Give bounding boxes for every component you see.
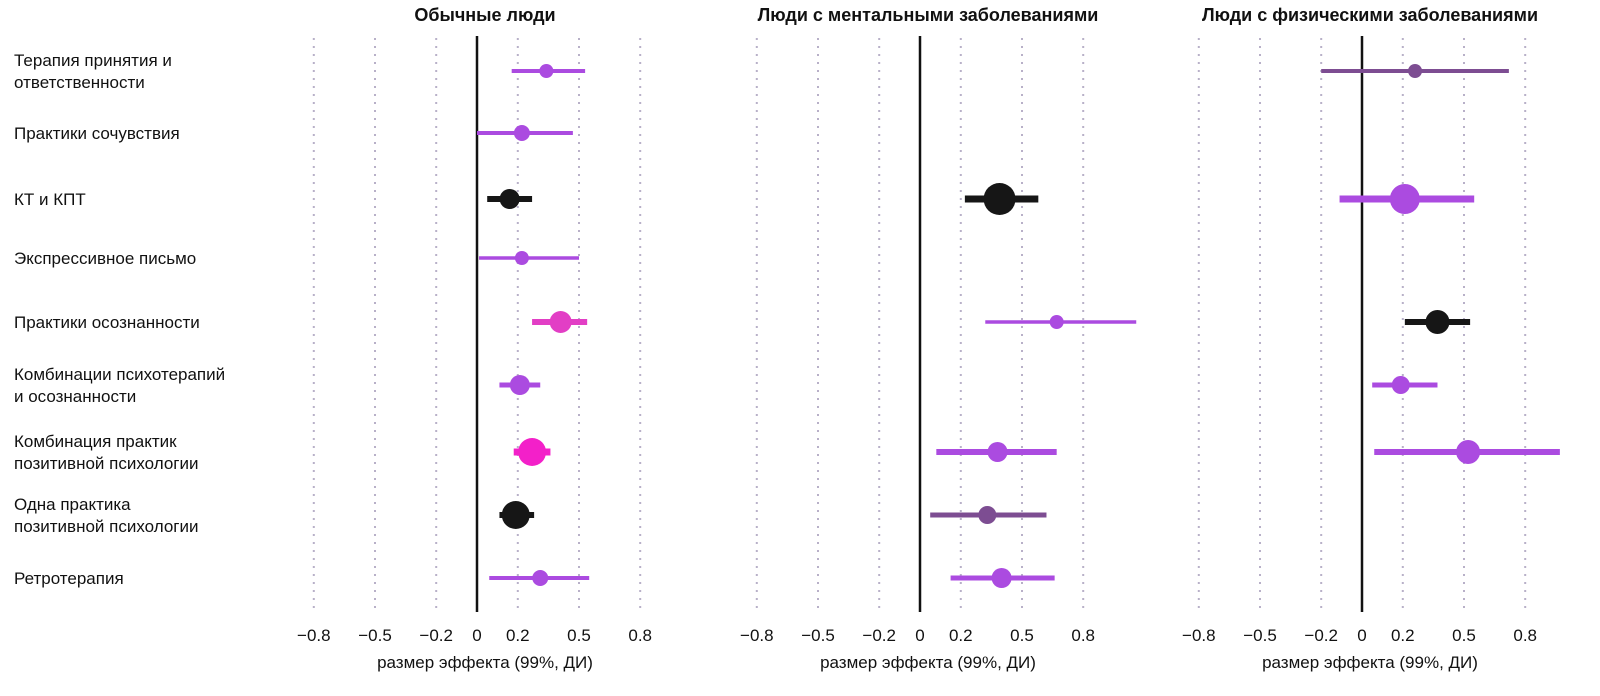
- estimate-dot: [514, 251, 529, 265]
- x-tick-label: −0.5: [358, 626, 392, 645]
- estimate-dot: [532, 570, 549, 586]
- row-label: Ретротерапия: [14, 569, 124, 588]
- x-tick-label: 0.8: [1071, 626, 1095, 645]
- row-label: КТ и КПТ: [14, 190, 86, 209]
- estimate-dot: [1456, 440, 1481, 464]
- x-axis-label: размер эффекта (99%, ДИ): [1262, 653, 1478, 672]
- x-axis-label: размер эффекта (99%, ДИ): [820, 653, 1036, 672]
- x-tick-label: 0: [1357, 626, 1366, 645]
- x-tick-label: −0.8: [297, 626, 331, 645]
- x-tick-label: 0.5: [1452, 626, 1476, 645]
- estimate-dot: [509, 375, 530, 395]
- x-tick-label: 0: [915, 626, 924, 645]
- estimate-dot: [513, 125, 530, 141]
- x-tick-label: −0.2: [862, 626, 896, 645]
- estimate-dot: [1389, 184, 1420, 214]
- x-tick-label: 0.5: [1010, 626, 1034, 645]
- estimate-dot: [991, 568, 1012, 588]
- estimate-dot: [1408, 64, 1423, 78]
- row-label: Комбинации психотерапий и осознанности: [14, 365, 225, 406]
- x-tick-label: −0.2: [419, 626, 453, 645]
- x-tick-label: 0.2: [1391, 626, 1415, 645]
- x-axis-label: размер эффекта (99%, ДИ): [377, 653, 593, 672]
- row-label: Терапия принятия и ответственности: [14, 51, 172, 92]
- panel-title: Обычные люди: [414, 5, 555, 25]
- panel-title: Люди с ментальными заболеваниями: [758, 5, 1099, 25]
- estimate-dot: [539, 64, 554, 78]
- x-tick-label: 0.2: [949, 626, 973, 645]
- panel-title: Люди с физическими заболеваниями: [1202, 5, 1538, 25]
- row-label: Экспрессивное письмо: [14, 249, 196, 268]
- row-label: Комбинация практик позитивной психологии: [14, 432, 199, 473]
- estimate-dot: [978, 506, 997, 524]
- x-tick-label: 0.2: [506, 626, 530, 645]
- estimate-dot: [983, 183, 1016, 215]
- x-tick-label: −0.5: [801, 626, 835, 645]
- estimate-dot: [518, 438, 547, 466]
- x-tick-label: −0.5: [1243, 626, 1277, 645]
- row-label: Практики сочувствия: [14, 124, 180, 143]
- estimate-dot: [499, 189, 520, 209]
- x-tick-label: 0.8: [1513, 626, 1537, 645]
- estimate-dot: [501, 501, 530, 529]
- estimate-dot: [1049, 315, 1064, 329]
- estimate-dot: [987, 442, 1008, 462]
- row-label: Практики осознанности: [14, 313, 200, 332]
- x-tick-label: −0.2: [1304, 626, 1338, 645]
- row-label: Одна практика позитивной психологии: [14, 495, 199, 536]
- x-tick-label: −0.8: [740, 626, 774, 645]
- estimate-dot: [1425, 310, 1450, 334]
- estimate-dot: [549, 311, 572, 333]
- x-tick-label: 0: [472, 626, 481, 645]
- estimate-dot: [1391, 376, 1410, 394]
- x-tick-label: −0.8: [1182, 626, 1216, 645]
- x-tick-label: 0.5: [567, 626, 591, 645]
- x-tick-label: 0.8: [628, 626, 652, 645]
